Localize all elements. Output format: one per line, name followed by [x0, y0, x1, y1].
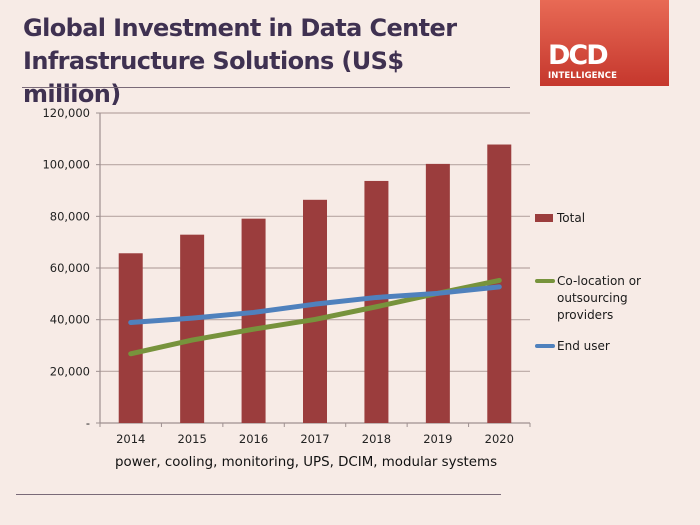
y-tick-label: 20,000 — [50, 364, 90, 378]
legend-swatch-end-user — [535, 344, 555, 348]
x-tick-labels: 2014 2015 2016 2017 2018 2019 2020 — [116, 432, 514, 446]
bar-total — [364, 180, 389, 423]
y-tick-label: 100,000 — [42, 158, 90, 172]
series-lines — [128, 277, 502, 357]
y-tick-label: 60,000 — [50, 261, 90, 275]
bars-total — [118, 144, 512, 423]
y-tick-labels: - 20,000 40,000 60,000 80,000 100,000 120,000 — [42, 106, 90, 430]
legend-label-colocation-line3: providers — [557, 308, 614, 322]
bar-total — [303, 199, 327, 423]
title-divider — [22, 87, 510, 88]
legend-label-end-user: End user — [557, 339, 610, 353]
x-tick-label: 2020 — [485, 432, 514, 446]
title-line-1: Global Investment in Data Center — [23, 14, 457, 42]
legend-swatch-colocation — [535, 279, 555, 283]
legend-label-colocation-line1: Co-location or — [557, 274, 641, 288]
legend-label-colocation: Co-location or outsourcing providers — [557, 273, 641, 324]
x-tick-label: 2016 — [239, 432, 268, 446]
title-line-2: Infrastructure Solutions (US$ million) — [23, 47, 404, 108]
dcd-intelligence-logo: DCD INTELLIGENCE — [540, 0, 669, 86]
page-title: Global Investment in Data Center Infrast… — [23, 12, 503, 111]
logo-main-text: DCD — [548, 40, 609, 71]
x-tick-label: 2015 — [178, 432, 207, 446]
legend-label-total: Total — [557, 211, 586, 225]
footer-divider — [16, 494, 501, 495]
y-tick-label: - — [86, 416, 90, 430]
x-tick-label: 2014 — [116, 432, 145, 446]
line-end-user — [128, 284, 502, 326]
bar-total — [241, 218, 266, 423]
x-tick-label: 2018 — [362, 432, 391, 446]
y-tick-label: 80,000 — [50, 209, 90, 223]
logo-sub-text: INTELLIGENCE — [548, 71, 618, 81]
bar-total — [180, 234, 205, 423]
legend-label-colocation-line2: outsourcing — [557, 291, 628, 305]
legend-swatch-total — [535, 214, 553, 222]
x-tick-label: 2019 — [423, 432, 452, 446]
x-tick-label: 2017 — [300, 432, 329, 446]
y-tick-label: 40,000 — [50, 313, 90, 327]
y-tick-label: 120,000 — [42, 106, 90, 120]
bar-total — [118, 253, 143, 423]
x-axis-label: power, cooling, monitoring, UPS, DCIM, m… — [115, 455, 498, 470]
